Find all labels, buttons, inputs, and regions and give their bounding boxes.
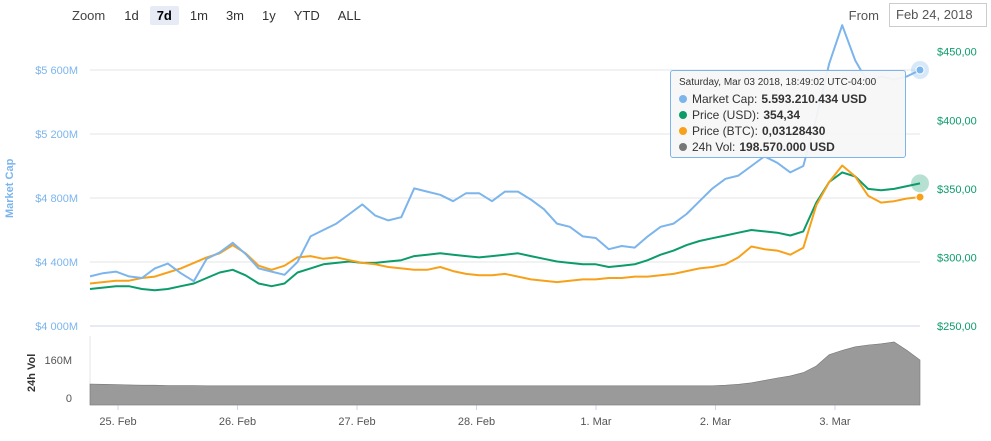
x-axis-tick-label: 3. Mar (819, 416, 851, 428)
chart-tooltip: Saturday, Mar 03 2018, 18:49:02 UTC-04:0… (670, 70, 906, 158)
right-axis-tick-label: $450,00 (937, 47, 977, 59)
tooltip-row-market-cap: Market Cap: 5.593.210.434 USD (679, 91, 897, 107)
price-btc-hover-marker (915, 192, 925, 202)
x-axis-tick-label: 27. Feb (338, 416, 375, 428)
market-cap-hover-marker (915, 65, 925, 75)
tooltip-row-volume: 24h Vol: 198.570.000 USD (679, 139, 897, 155)
from-date-input[interactable]: Feb 24, 2018 (889, 3, 987, 27)
left-axis-tick-label: $4 000M (35, 321, 78, 333)
volume-series-area (89, 341, 921, 406)
zoom-button-1d[interactable]: 1d (124, 7, 139, 23)
price-usd-series-line (89, 171, 921, 292)
tooltip-row-price-usd: Price (USD): 354,34 (679, 107, 897, 123)
left-axis-tick-label: $5 600M (35, 65, 78, 77)
right-axis-tick-label: $250,00 (937, 321, 977, 333)
x-axis-tick-label: 25. Feb (99, 416, 136, 428)
right-axis-tick-label: $300,00 (937, 252, 977, 264)
x-axis-tick-label: 26. Feb (219, 416, 256, 428)
zoom-button-3m[interactable]: 3m (225, 7, 244, 23)
x-axis-tick-label: 1. Mar (580, 416, 612, 428)
left-axis-tick-label: $4 800M (35, 193, 78, 205)
zoom-button-1y[interactable]: 1y (262, 7, 276, 23)
tooltip-value: 354,34 (763, 108, 801, 122)
tooltip-value: 198.570.000 USD (739, 140, 835, 154)
from-label: From (848, 7, 879, 23)
zoom-button-1m[interactable]: 1m (189, 7, 208, 23)
tooltip-value: 0,03128430 (762, 124, 826, 138)
tooltip-date: Saturday, Mar 03 2018, 18:49:02 UTC-04:0… (679, 77, 877, 88)
tooltip-row-price-btc: Price (BTC): 0,03128430 (679, 123, 897, 139)
zoom-button-7d[interactable]: 7d (149, 5, 179, 25)
tooltip-dot-volume (679, 143, 687, 151)
tooltip-label: Price (BTC): (692, 124, 758, 138)
market-cap-series-line (89, 24, 921, 283)
x-axis-tick-label: 2. Mar (700, 416, 732, 428)
date-range: From Feb 24, 2018 (849, 3, 987, 27)
volume-axis-tick-label: 0 (66, 393, 72, 405)
zoom-button-ytd[interactable]: YTD (293, 7, 320, 23)
tooltip-label: Market Cap: (692, 92, 758, 106)
right-axis-tick-label: $400,00 (937, 115, 977, 127)
tooltip-label: Price (USD): (692, 108, 760, 122)
tooltip-dot-price-btc (679, 127, 687, 135)
zoom-button-all[interactable]: ALL (337, 7, 361, 23)
tooltip-value: 5.593.210.434 USD (761, 92, 867, 106)
x-axis-tick-label: 28. Feb (458, 416, 495, 428)
left-axis-title: Market Cap (4, 158, 16, 218)
left-axis-tick-label: $5 200M (35, 129, 78, 141)
tooltip-label: 24h Vol: (692, 140, 736, 154)
volume-axis-tick-label: 160M (44, 355, 72, 367)
zoom-bar: Zoom 1d 7d 1m 3m 1y YTD ALL (72, 4, 368, 26)
price-btc-series-line (89, 164, 921, 285)
left-axis-tick-label: $4 400M (35, 257, 78, 269)
price-usd-hover-halo (911, 174, 929, 193)
volume-axis-title: 24h Vol (26, 353, 38, 392)
zoom-label: Zoom (72, 7, 106, 23)
right-axis-tick-label: $350,00 (937, 184, 977, 196)
tooltip-dot-market-cap (679, 95, 687, 103)
tooltip-dot-price-usd (679, 111, 687, 119)
